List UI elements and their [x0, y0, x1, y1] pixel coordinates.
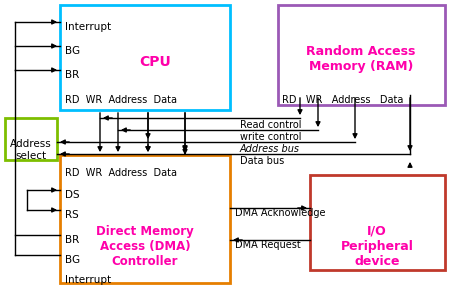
Text: Direct Memory
Access (DMA)
Controller: Direct Memory Access (DMA) Controller — [96, 225, 194, 268]
Text: RS: RS — [65, 210, 79, 220]
Text: Address
select: Address select — [10, 139, 52, 161]
Bar — [278, 5, 445, 105]
Text: Interrupt: Interrupt — [65, 22, 111, 32]
Text: I/O
Peripheral
device: I/O Peripheral device — [341, 225, 414, 268]
Text: DS: DS — [65, 190, 80, 200]
Text: Data bus: Data bus — [240, 156, 284, 166]
Text: RD  WR  Address  Data: RD WR Address Data — [65, 168, 177, 178]
Text: DMA Request: DMA Request — [235, 240, 301, 250]
Text: BR: BR — [65, 235, 79, 245]
Text: Read control: Read control — [240, 120, 302, 130]
Bar — [60, 155, 230, 283]
Text: BG: BG — [65, 46, 80, 56]
Text: Random Access
Memory (RAM): Random Access Memory (RAM) — [306, 45, 416, 73]
Text: Address bus: Address bus — [240, 144, 300, 154]
Text: Interrupt: Interrupt — [65, 275, 111, 285]
Text: RD  WR  Address  Data: RD WR Address Data — [65, 95, 177, 105]
Bar — [310, 175, 445, 270]
Bar — [5, 118, 57, 160]
Text: CPU: CPU — [139, 55, 171, 69]
Text: DMA Acknowledge: DMA Acknowledge — [235, 208, 325, 218]
Text: RD   WR   Address   Data: RD WR Address Data — [282, 95, 403, 105]
Text: write control: write control — [240, 132, 302, 142]
Bar — [60, 5, 230, 110]
Text: BR: BR — [65, 70, 79, 80]
Text: BG: BG — [65, 255, 80, 265]
